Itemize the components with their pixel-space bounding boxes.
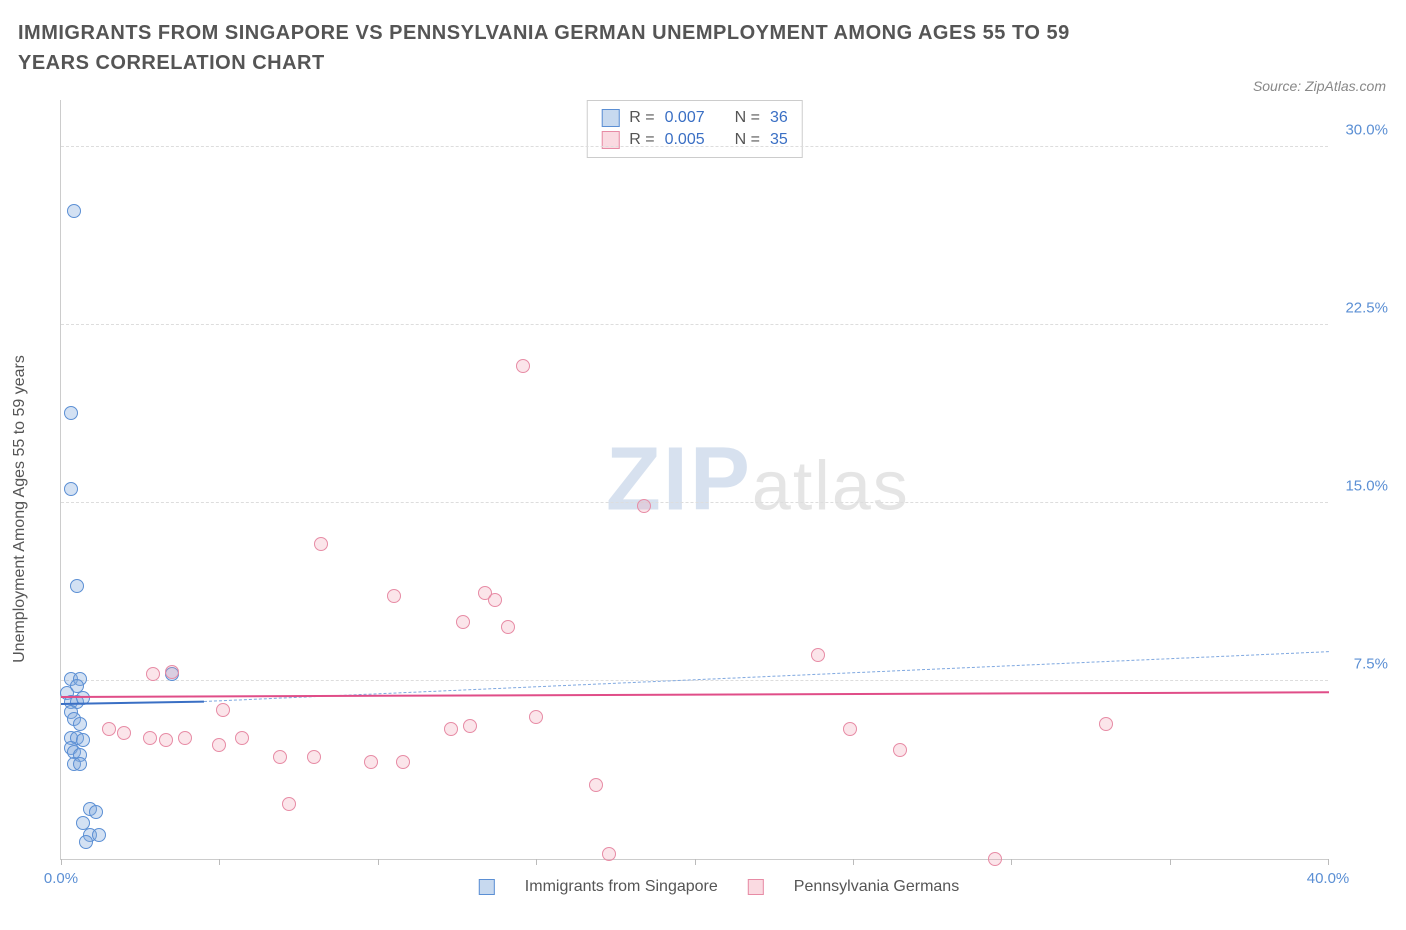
x-tick-label: 0.0% (44, 870, 78, 887)
x-tick (1011, 859, 1012, 865)
n-label: N = (735, 109, 760, 127)
gridline (61, 146, 1328, 147)
data-point-blue (79, 835, 93, 849)
data-point-pink (602, 847, 616, 861)
data-point-pink (165, 665, 179, 679)
n-value-blue: 36 (770, 109, 788, 127)
data-point-pink (216, 703, 230, 717)
r-label: R = (629, 109, 654, 127)
data-point-blue (89, 805, 103, 819)
r-value-blue: 0.007 (665, 109, 705, 127)
x-tick (219, 859, 220, 865)
data-point-pink (988, 852, 1002, 866)
data-point-pink (843, 722, 857, 736)
trendline (61, 691, 1329, 698)
legend-label-pink: Pennsylvania Germans (794, 878, 959, 896)
data-point-pink (273, 750, 287, 764)
data-point-pink (589, 778, 603, 792)
legend-swatch-pink-icon (748, 879, 764, 895)
x-tick (1170, 859, 1171, 865)
y-tick-label: 30.0% (1345, 122, 1388, 139)
data-point-pink (501, 620, 515, 634)
scatter-plot: ZIPatlas R = 0.007 N = 36 R = 0.005 N = … (60, 100, 1328, 860)
legend-swatch-blue-icon (479, 879, 495, 895)
data-point-blue (64, 406, 78, 420)
watermark-zip: ZIP (606, 429, 752, 529)
x-tick (853, 859, 854, 865)
data-point-pink (146, 667, 160, 681)
gridline (61, 324, 1328, 325)
x-tick (378, 859, 379, 865)
chart-title: IMMIGRANTS FROM SINGAPORE VS PENNSYLVANI… (18, 18, 1118, 78)
footer-legend: Immigrants from Singapore Pennsylvania G… (479, 878, 959, 896)
data-point-blue (67, 204, 81, 218)
swatch-blue-icon (601, 109, 619, 127)
data-point-pink (516, 359, 530, 373)
data-point-pink (314, 537, 328, 551)
data-point-blue (70, 579, 84, 593)
data-point-pink (463, 719, 477, 733)
data-point-pink (235, 731, 249, 745)
stats-row-blue: R = 0.007 N = 36 (601, 107, 788, 129)
x-tick (1328, 859, 1329, 865)
x-tick (61, 859, 62, 865)
legend-label-blue: Immigrants from Singapore (525, 878, 718, 896)
stats-row-pink: R = 0.005 N = 35 (601, 129, 788, 151)
y-tick-label: 7.5% (1354, 656, 1388, 673)
data-point-pink (396, 755, 410, 769)
data-point-pink (282, 797, 296, 811)
data-point-pink (488, 593, 502, 607)
x-tick (695, 859, 696, 865)
data-point-pink (178, 731, 192, 745)
data-point-pink (444, 722, 458, 736)
chart-container: Unemployment Among Ages 55 to 59 years Z… (40, 100, 1398, 900)
data-point-pink (893, 743, 907, 757)
y-tick-label: 15.0% (1345, 478, 1388, 495)
data-point-pink (307, 750, 321, 764)
y-tick-label: 22.5% (1345, 300, 1388, 317)
data-point-pink (387, 589, 401, 603)
x-tick (536, 859, 537, 865)
data-point-pink (456, 615, 470, 629)
data-point-blue (73, 717, 87, 731)
data-point-pink (117, 726, 131, 740)
data-point-pink (159, 733, 173, 747)
data-point-blue (92, 828, 106, 842)
data-point-pink (102, 722, 116, 736)
data-point-pink (529, 710, 543, 724)
data-point-pink (1099, 717, 1113, 731)
data-point-blue (64, 482, 78, 496)
data-point-pink (212, 738, 226, 752)
data-point-blue (73, 757, 87, 771)
stats-legend-box: R = 0.007 N = 36 R = 0.005 N = 35 (586, 100, 803, 158)
data-point-pink (811, 648, 825, 662)
source-attribution: Source: ZipAtlas.com (1253, 78, 1386, 94)
data-point-blue (76, 733, 90, 747)
x-tick-label: 40.0% (1307, 870, 1350, 887)
data-point-pink (637, 499, 651, 513)
y-axis-label: Unemployment Among Ages 55 to 59 years (11, 355, 29, 663)
data-point-pink (364, 755, 378, 769)
gridline (61, 502, 1328, 503)
watermark-atlas: atlas (752, 446, 910, 524)
watermark: ZIPatlas (606, 428, 910, 531)
data-point-pink (143, 731, 157, 745)
